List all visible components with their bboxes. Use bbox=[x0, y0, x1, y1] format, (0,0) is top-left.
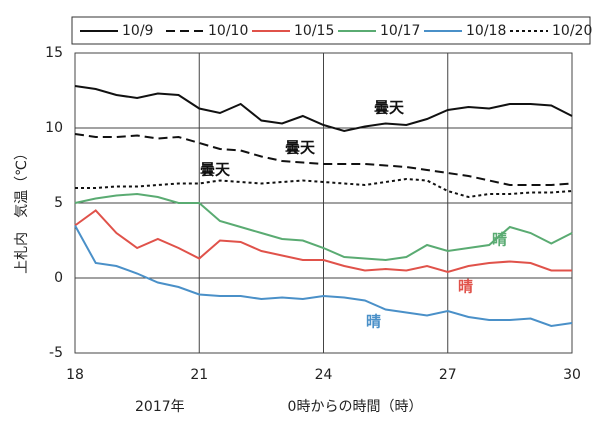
x-tick-label: 18 bbox=[66, 367, 84, 383]
legend-box bbox=[71, 16, 591, 45]
series-line bbox=[74, 209, 572, 274]
legend-label: 10/9 bbox=[122, 23, 153, 39]
series-line bbox=[74, 225, 573, 328]
y-tick-label: 10 bbox=[45, 120, 63, 136]
y-tick-label: 0 bbox=[54, 270, 63, 286]
legend-label: 10/10 bbox=[208, 23, 248, 39]
annotation: 晴 bbox=[492, 231, 507, 249]
annotation: 曇天 bbox=[374, 99, 405, 117]
series-line bbox=[74, 85, 573, 133]
x-tick-label: 30 bbox=[563, 367, 581, 383]
y-tick-label: 15 bbox=[45, 45, 63, 61]
legend-label: 10/17 bbox=[380, 23, 420, 39]
x-tick-label: 21 bbox=[190, 367, 208, 383]
x-axis-title-year: 2017年 bbox=[135, 399, 185, 415]
x-axis-title: 0時からの時間（時） bbox=[288, 399, 423, 415]
x-tick-label: 27 bbox=[439, 367, 457, 383]
annotation: 晴 bbox=[458, 278, 473, 296]
annotation: 曇天 bbox=[285, 139, 316, 157]
series-line bbox=[74, 133, 573, 186]
legend-label: 10/18 bbox=[466, 23, 506, 39]
legend-label: 10/20 bbox=[552, 23, 592, 39]
y-axis-title: 上札内 気温（℃） bbox=[14, 146, 30, 274]
y-tick-label: -5 bbox=[49, 345, 63, 361]
legend-label: 10/15 bbox=[294, 23, 334, 39]
annotation: 晴 bbox=[366, 313, 381, 331]
series-line bbox=[74, 192, 573, 262]
x-tick-label: 24 bbox=[315, 367, 333, 383]
annotation: 曇天 bbox=[200, 161, 231, 179]
y-tick-label: 5 bbox=[54, 195, 63, 211]
